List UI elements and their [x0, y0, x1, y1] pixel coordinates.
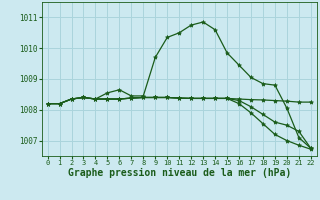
X-axis label: Graphe pression niveau de la mer (hPa): Graphe pression niveau de la mer (hPa) — [68, 168, 291, 178]
